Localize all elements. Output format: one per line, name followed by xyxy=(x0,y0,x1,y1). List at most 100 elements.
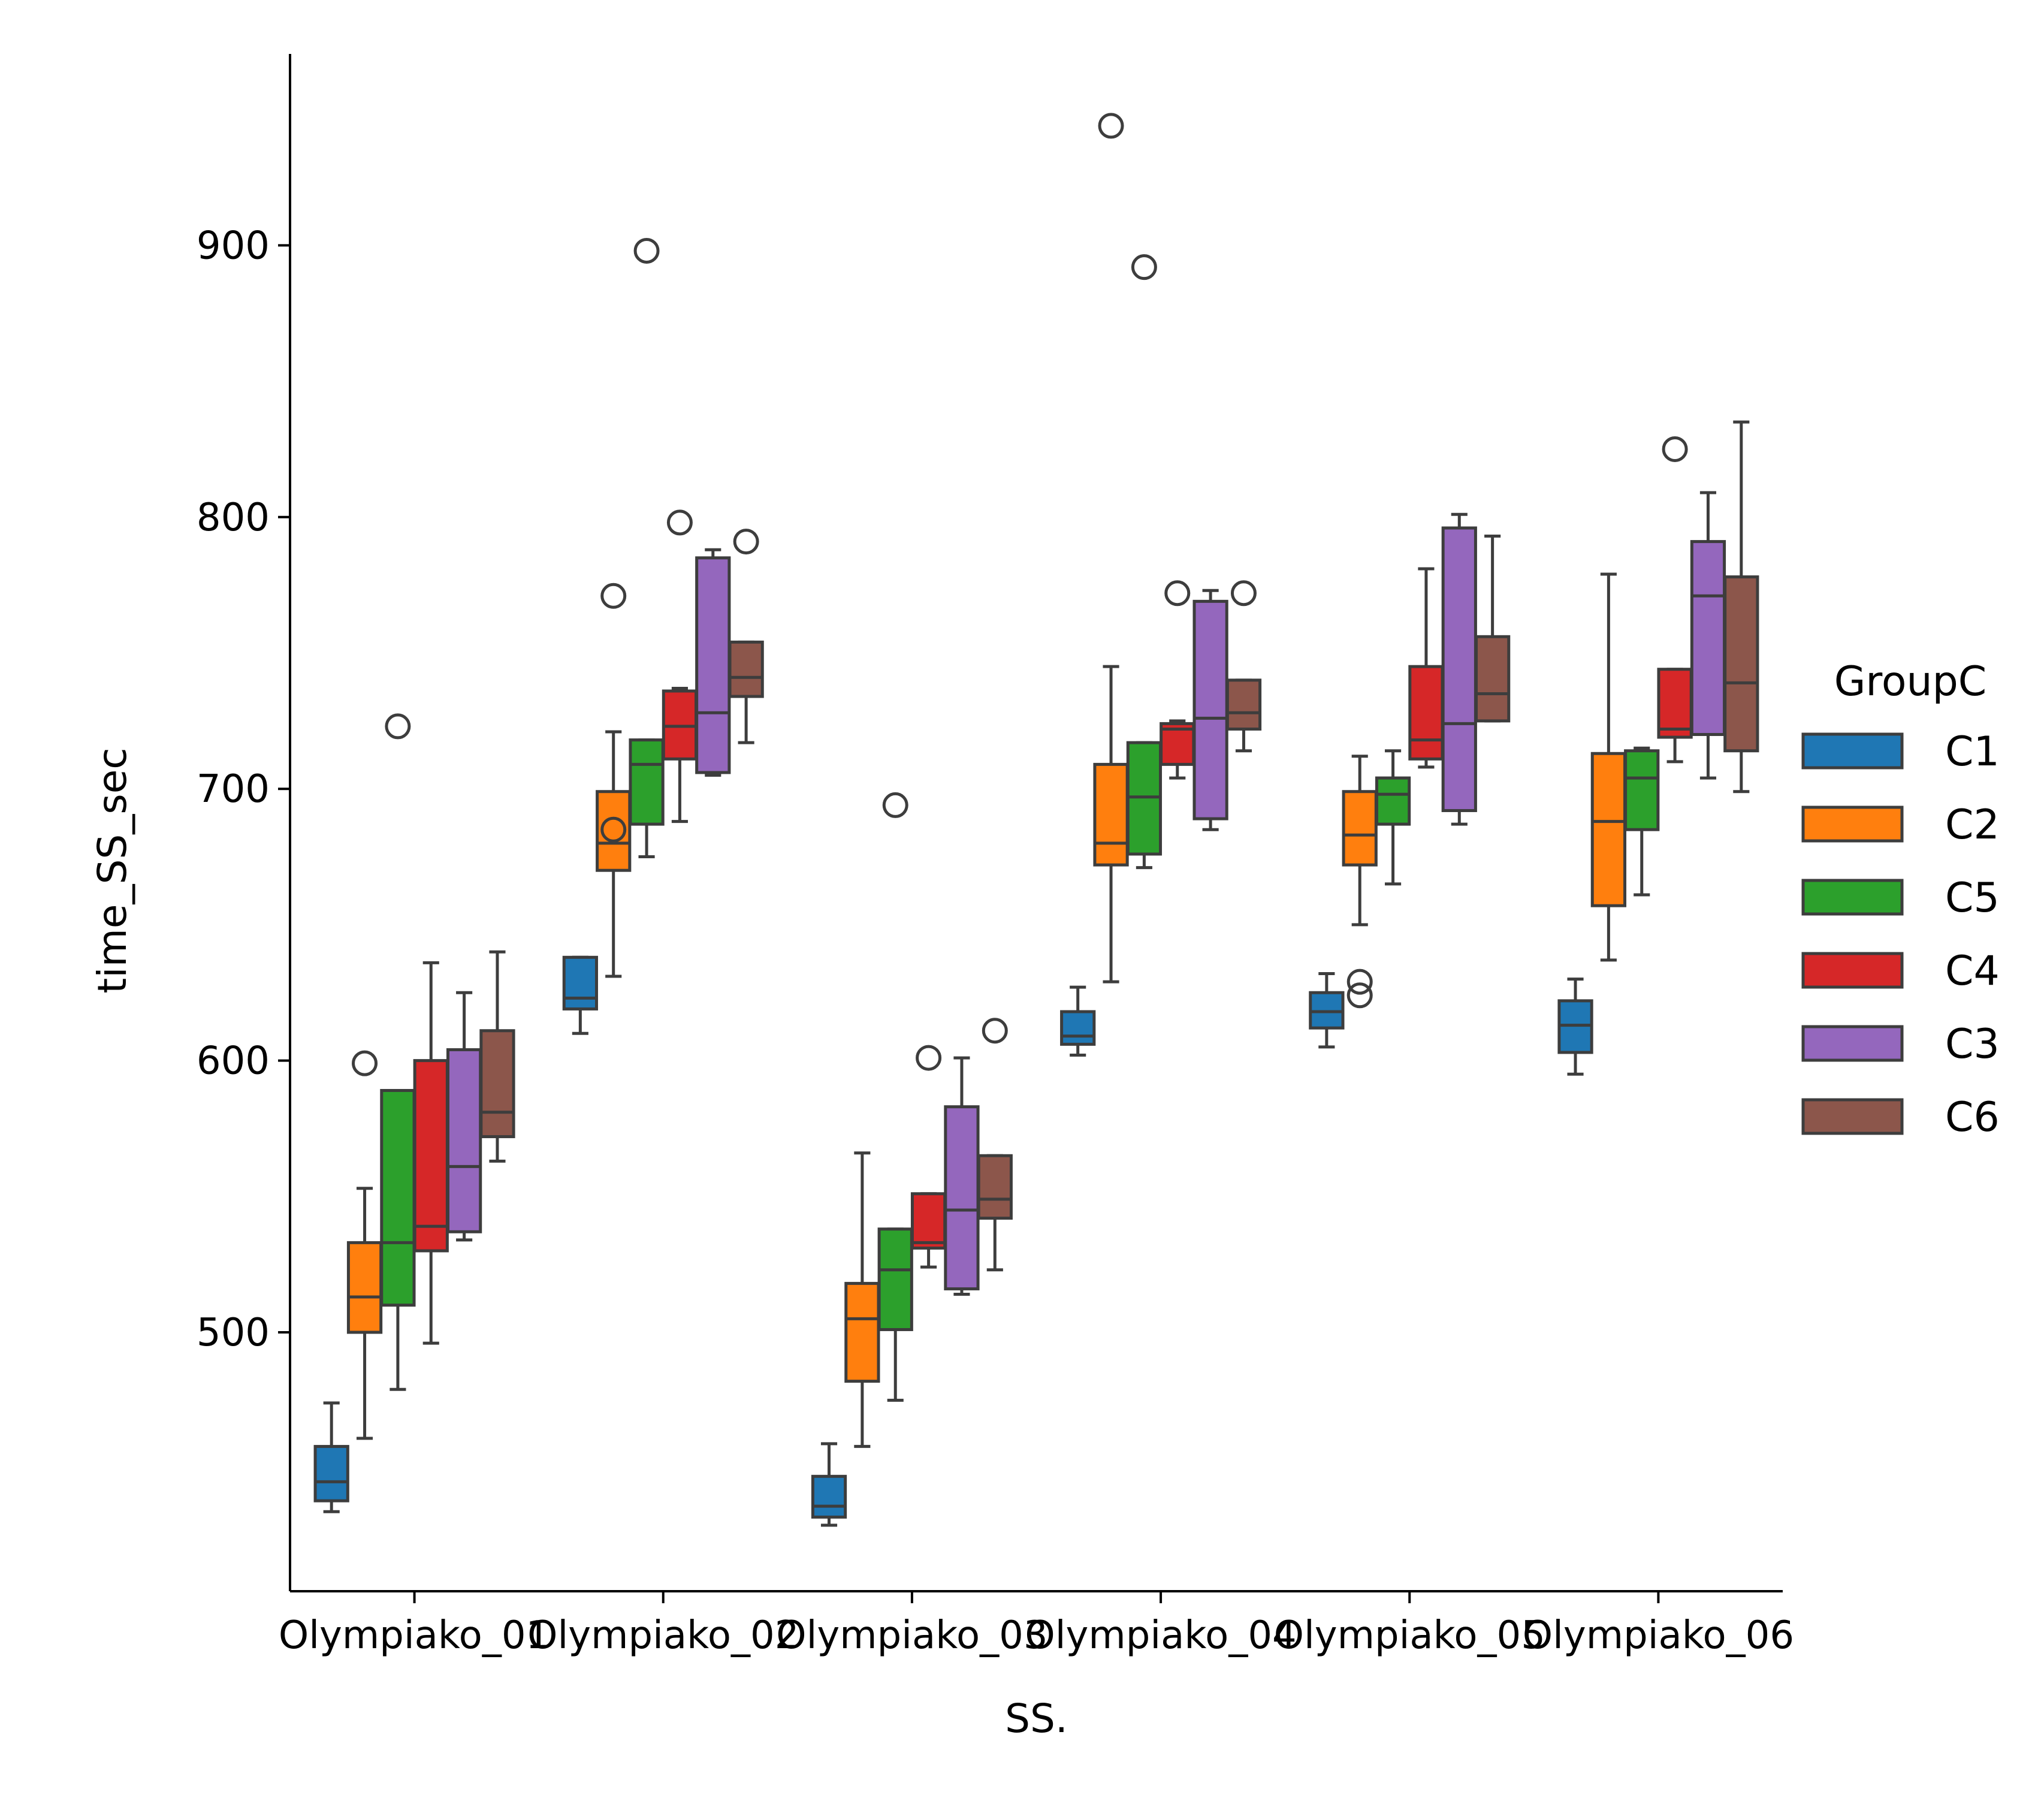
box-body xyxy=(977,1154,1013,1220)
box-body xyxy=(811,1474,847,1519)
box-body xyxy=(1093,762,1129,867)
y-tick-label: 600 xyxy=(197,1039,270,1084)
box-C5-3 xyxy=(1126,254,1163,870)
y-tick-label: 900 xyxy=(197,224,270,268)
box-C1-2 xyxy=(811,1442,847,1527)
box-body xyxy=(629,738,665,826)
box-body xyxy=(1192,599,1228,820)
box-C3-0 xyxy=(446,991,482,1242)
x-tick-label: Olympiako_05 xyxy=(1274,1613,1545,1658)
outlier-point xyxy=(1346,982,1373,1009)
box-body xyxy=(413,1059,449,1253)
box-body xyxy=(728,640,764,698)
legend-swatch xyxy=(1801,806,1904,843)
box-C4-1 xyxy=(662,509,698,823)
box-C5-4 xyxy=(1375,749,1411,886)
box-body xyxy=(1590,752,1627,907)
x-ticks: Olympiako_01Olympiako_02Olympiako_03Olym… xyxy=(279,1591,1794,1658)
box-body xyxy=(844,1281,880,1383)
y-tick-label: 500 xyxy=(197,1311,270,1355)
box-body xyxy=(910,1192,947,1250)
box-body xyxy=(1342,790,1378,867)
box-body xyxy=(1408,665,1444,761)
legend-swatch xyxy=(1801,879,1904,916)
outlier-point xyxy=(352,1050,378,1076)
y-axis-title: time_SS_sec xyxy=(89,747,135,993)
box-C4-4 xyxy=(1408,567,1444,769)
box-C3-4 xyxy=(1441,512,1477,826)
box-body xyxy=(1690,540,1726,737)
x-tick-label: Olympiako_02 xyxy=(527,1613,799,1658)
box-C3-3 xyxy=(1192,589,1228,831)
outlier-point xyxy=(633,237,660,264)
box-C2-5 xyxy=(1590,572,1627,962)
box-body xyxy=(1475,635,1511,723)
legend-swatch xyxy=(1801,952,1904,989)
box-C6-5 xyxy=(1723,420,1759,794)
box-C4-0 xyxy=(413,961,449,1345)
legend-label: C2 xyxy=(1945,801,2000,849)
legend-item-C2: C2 xyxy=(1801,801,2000,849)
box-C4-5 xyxy=(1657,436,1693,764)
x-axis-title: SS. xyxy=(1005,1696,1068,1742)
legend-swatch xyxy=(1801,1098,1904,1135)
box-C1-5 xyxy=(1557,978,1593,1076)
outlier-point xyxy=(982,1018,1008,1044)
box-C6-1 xyxy=(728,529,764,744)
box-body xyxy=(695,556,731,774)
legend-item-C3: C3 xyxy=(1801,1021,2000,1068)
y-tick-label: 800 xyxy=(197,496,270,540)
outlier-point xyxy=(1662,436,1688,462)
box-C6-3 xyxy=(1225,580,1262,753)
x-tick-label: Olympiako_06 xyxy=(1523,1613,1794,1658)
box-body xyxy=(1723,575,1759,753)
legend-title: GroupC xyxy=(1834,658,1987,705)
x-tick-label: Olympiako_04 xyxy=(1025,1613,1296,1658)
box-C1-1 xyxy=(562,955,598,1035)
x-tick-label: Olympiako_01 xyxy=(279,1613,550,1658)
box-C3-2 xyxy=(944,1056,980,1296)
outlier-point xyxy=(733,529,759,555)
box-C5-5 xyxy=(1624,746,1660,897)
box-body xyxy=(346,1241,383,1334)
box-C6-4 xyxy=(1475,535,1511,723)
legend-label: C5 xyxy=(1945,874,2000,922)
box-C1-0 xyxy=(313,1401,349,1513)
box-C5-0 xyxy=(380,713,416,1391)
box-body xyxy=(944,1105,980,1290)
legend-item-C1: C1 xyxy=(1801,728,2000,776)
box-C5-2 xyxy=(877,792,913,1402)
legend-swatch xyxy=(1801,1025,1904,1062)
outlier-point xyxy=(1164,580,1191,607)
legend-label: C1 xyxy=(1945,728,2000,776)
legend-item-C4: C4 xyxy=(1801,948,2000,995)
outlier-point xyxy=(666,509,693,536)
box-body xyxy=(479,1029,515,1139)
outlier-point xyxy=(1098,113,1124,139)
outlier-point xyxy=(600,816,627,843)
legend-item-C6: C6 xyxy=(1801,1094,2000,1141)
box-C2-0 xyxy=(346,1050,383,1440)
box-C5-1 xyxy=(629,237,665,859)
y-tick-label: 700 xyxy=(197,767,270,811)
legend-item-C5: C5 xyxy=(1801,874,2000,922)
box-body xyxy=(380,1088,416,1307)
box-C2-2 xyxy=(844,1151,880,1448)
box-C2-1 xyxy=(596,583,632,978)
legend-label: C3 xyxy=(1945,1021,2000,1068)
outlier-point xyxy=(1131,254,1157,280)
box-C4-3 xyxy=(1160,580,1195,780)
box-body xyxy=(877,1227,913,1331)
box-body xyxy=(562,955,598,1010)
legend: GroupC C1 C2 C5 C4 C3 C6 xyxy=(1801,658,2000,1141)
box-body xyxy=(446,1048,482,1233)
box-body xyxy=(1657,668,1693,739)
legend-label: C4 xyxy=(1945,948,2000,995)
outlier-point xyxy=(916,1045,942,1071)
box-C6-2 xyxy=(977,1018,1013,1272)
box-body xyxy=(313,1444,349,1503)
box-C3-5 xyxy=(1690,491,1726,780)
box-C6-0 xyxy=(479,950,515,1163)
outlier-point xyxy=(1230,580,1257,607)
